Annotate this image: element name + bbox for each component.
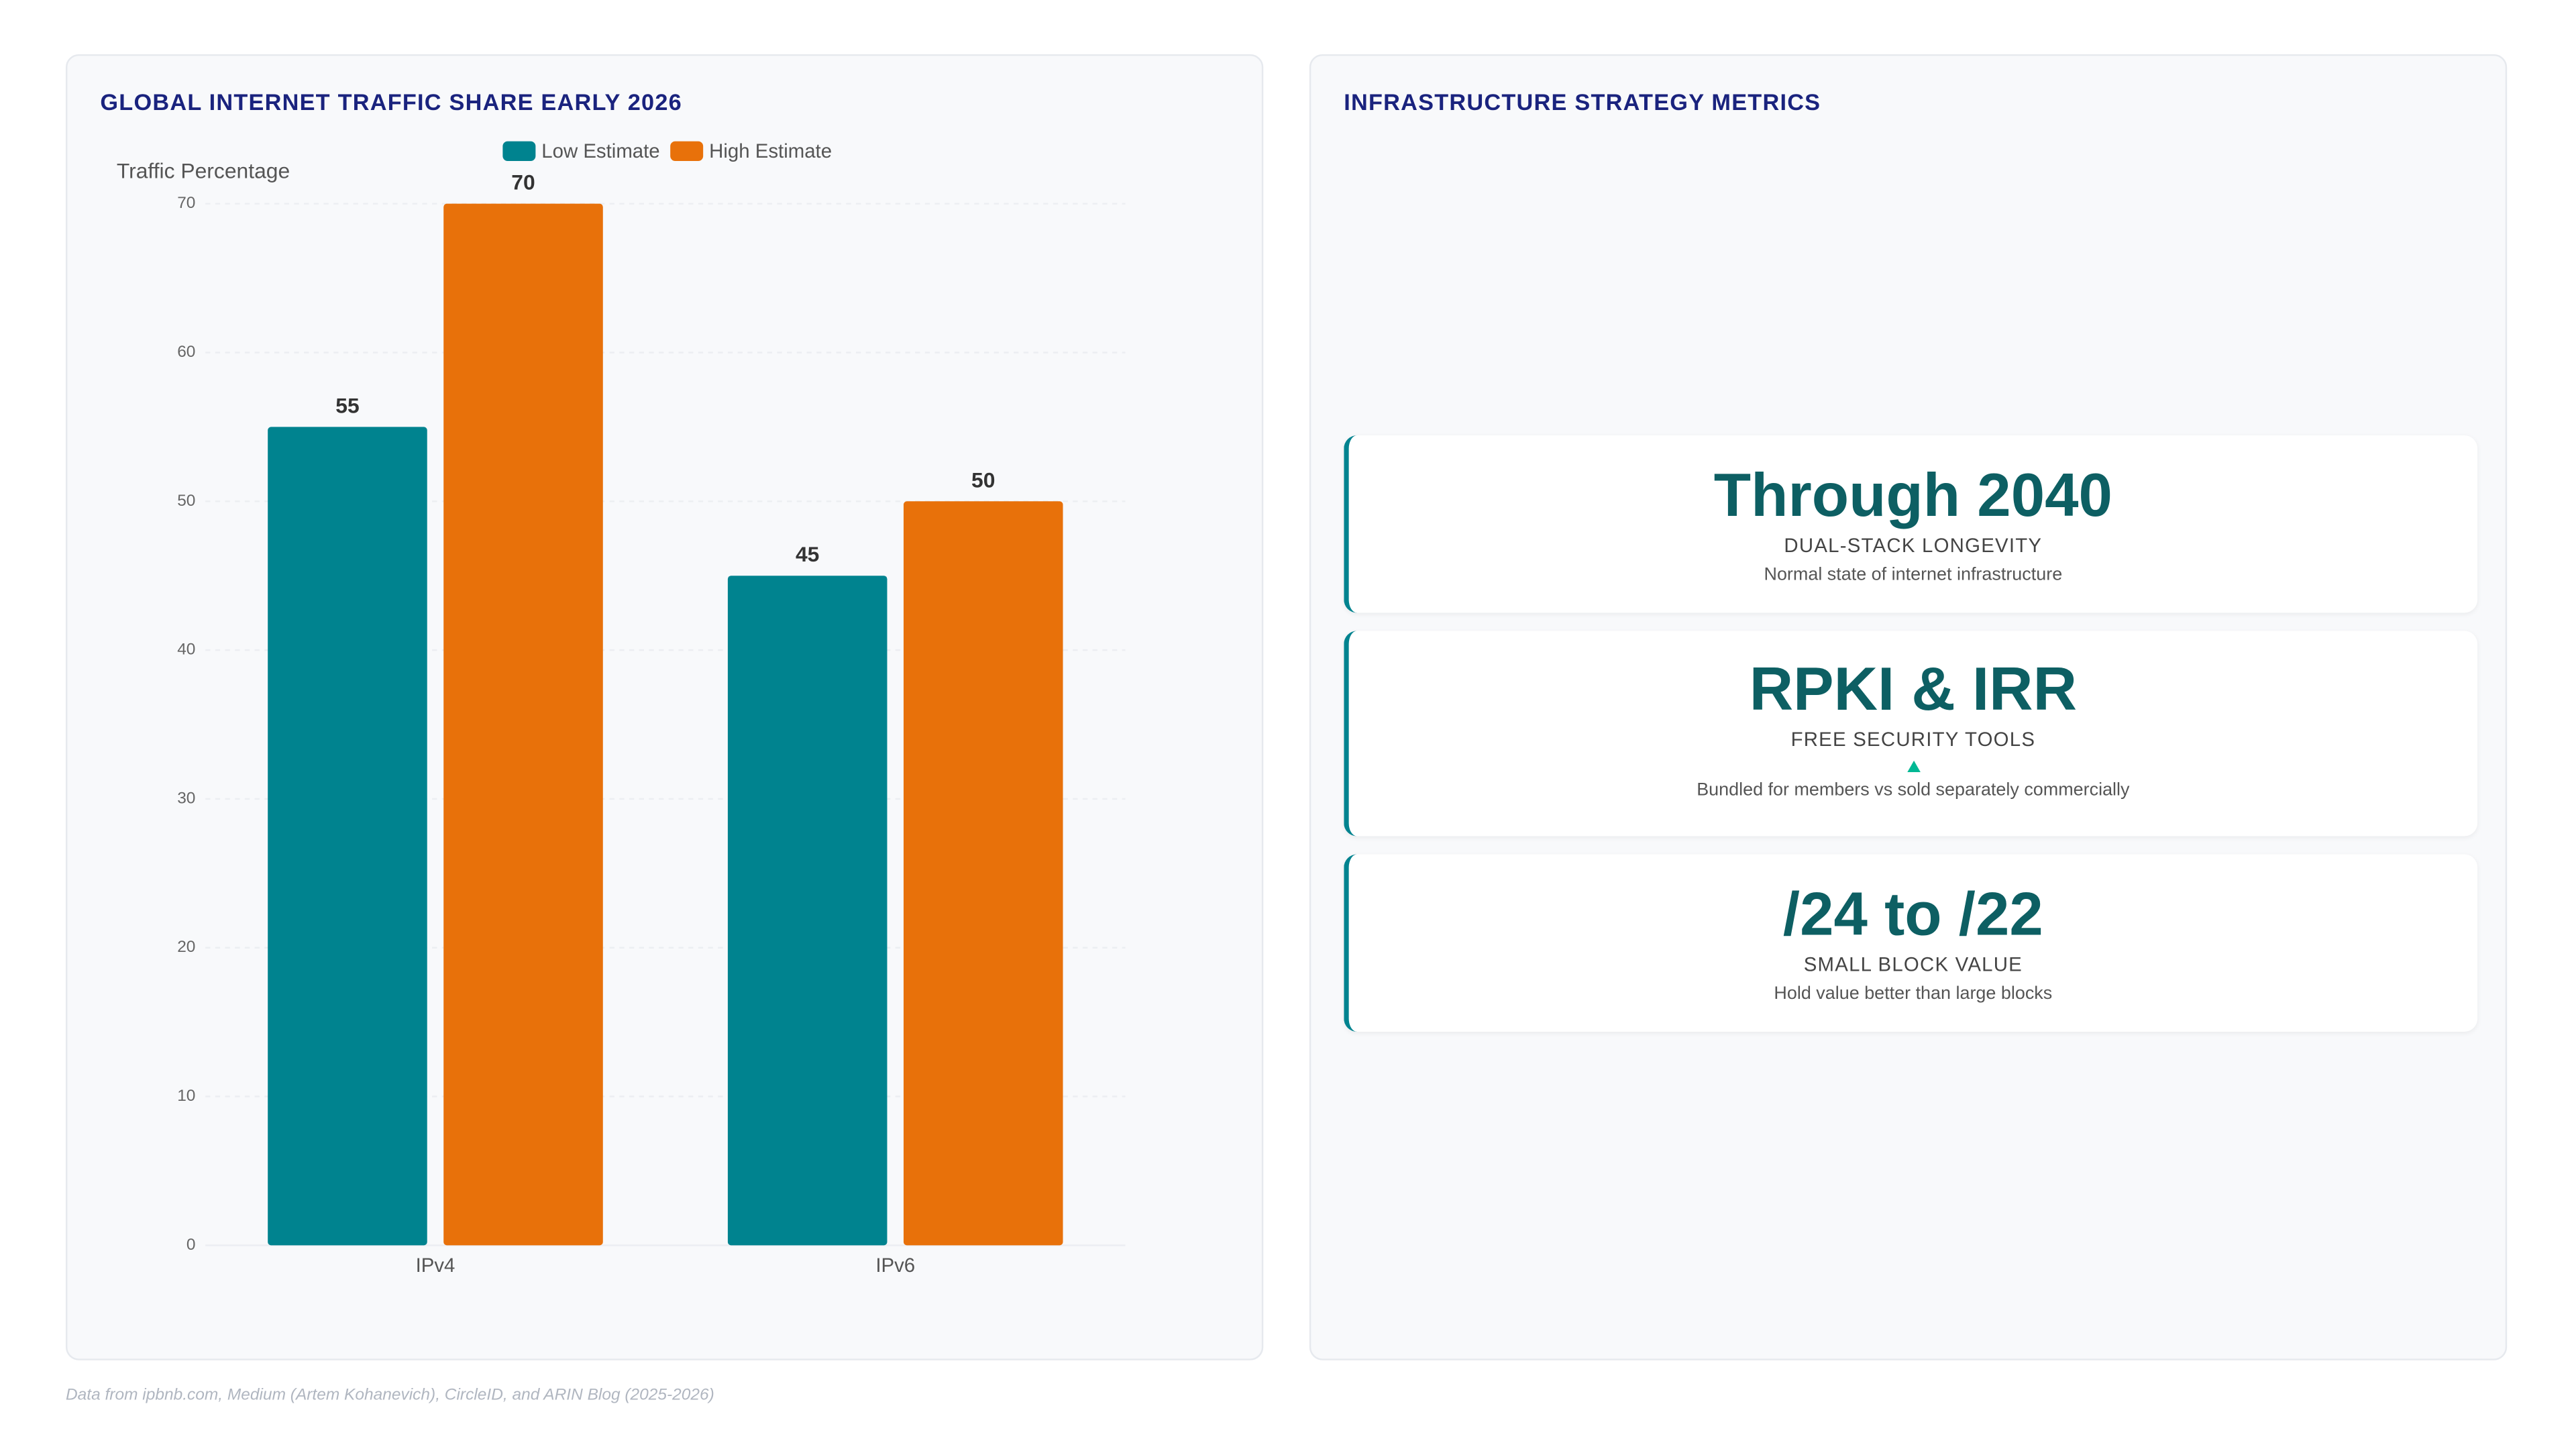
metric-card: Through 2040 DUAL-STACK LONGEVITY Normal… (1344, 435, 2478, 613)
legend-item[interactable]: Low Estimate (502, 140, 660, 163)
y-tick-label: 0 (186, 1236, 196, 1254)
legend-item[interactable]: High Estimate (669, 140, 832, 162)
y-tick-label: 10 (177, 1087, 195, 1105)
metric-label: FREE SECURITY TOOLS (1790, 727, 2036, 751)
metric-label: DUAL-STACK LONGEVITY (1784, 533, 2043, 557)
legend-swatch (669, 141, 703, 162)
metric-value: Through 2040 (1713, 462, 2112, 529)
metric-label: SMALL BLOCK VALUE (1803, 953, 2023, 976)
value-label: 70 (511, 170, 535, 195)
y-tick-label: 40 (177, 641, 195, 659)
legend-label: Low Estimate (541, 140, 660, 163)
up-arrow (1907, 760, 1920, 773)
x-tick-label: IPv6 (875, 1254, 915, 1277)
metric-card: RPKI & IRR FREE SECURITY TOOLS Bundled f… (1344, 631, 2478, 837)
value-label: 50 (971, 468, 995, 492)
legend-label: High Estimate (709, 140, 833, 163)
y-axis-label: Traffic Percentage (117, 159, 290, 183)
chart-panel: GLOBAL INTERNET TRAFFIC SHARE EARLY 2026 (65, 54, 1264, 1360)
metric-value: RPKI & IRR (1749, 655, 2078, 723)
legend-swatch (502, 141, 535, 162)
metric-card: /24 to /22 SMALL BLOCK VALUE Hold value … (1344, 854, 2478, 1032)
chart: Traffic Percentage 0 10 20 30 40 50 60 70 IPv4 55… (117, 159, 1126, 1277)
bar (727, 576, 888, 1246)
metrics-title: INFRASTRUCTURE STRATEGY METRICS (1344, 89, 1821, 115)
y-tick-label: 50 (177, 492, 195, 510)
metric-description: Hold value better than large blocks (1774, 983, 2053, 1004)
y-tick-label: 20 (177, 938, 195, 956)
y-tick-label: 30 (177, 789, 195, 807)
x-tick-label: IPv4 (416, 1254, 455, 1277)
chart-title: GLOBAL INTERNET TRAFFIC SHARE EARLY 2026 (100, 89, 682, 115)
bar (443, 203, 603, 1246)
metrics-panel: INFRASTRUCTURE STRATEGY METRICS Through … (1309, 54, 2508, 1360)
value-label: 55 (335, 393, 359, 417)
legend: Low Estimate High Estimate (0, 140, 1334, 162)
y-tick-label: 70 (177, 194, 195, 212)
y-tick-label: 60 (177, 343, 195, 361)
bar (903, 501, 1063, 1246)
footer: Data from ipbnb.com, Medium (Artem Kohan… (65, 1386, 714, 1405)
metric-value: /24 to /22 (1782, 880, 2043, 949)
metric-description: Bundled for members vs sold separately c… (1697, 780, 2130, 800)
bar (268, 427, 427, 1246)
metric-description: Normal state of internet infrastructure (1764, 565, 2063, 585)
value-label: 45 (796, 542, 819, 566)
